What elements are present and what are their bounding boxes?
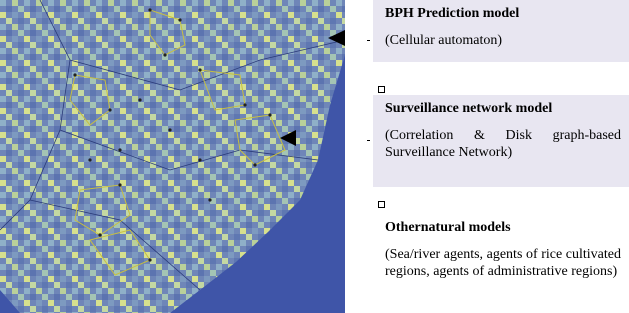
model-box: BPH Prediction model (Cellular automaton… bbox=[373, 0, 629, 62]
dash bbox=[367, 40, 370, 41]
box-title: Surveillance network model bbox=[385, 101, 621, 117]
dash bbox=[367, 140, 370, 141]
box-description: (Cellular automaton) bbox=[385, 32, 621, 49]
arrows bbox=[270, 25, 370, 155]
box-description: (Correlation & Disk graph-based Surveill… bbox=[385, 127, 621, 161]
model-box: Othernatural models (Sea/river agents, a… bbox=[373, 214, 629, 313]
box-title: Othernatural models bbox=[385, 220, 621, 236]
marker bbox=[378, 86, 385, 93]
arrow bbox=[328, 30, 345, 46]
marker bbox=[378, 201, 385, 208]
arrow bbox=[280, 130, 296, 146]
box-description: (Sea/river agents, agents of rice cultiv… bbox=[385, 246, 621, 280]
page: BPH Prediction model (Cellular automaton… bbox=[0, 0, 629, 313]
box-title: BPH Prediction model bbox=[385, 6, 621, 22]
model-box: Surveillance network model (Correlation … bbox=[373, 95, 629, 187]
